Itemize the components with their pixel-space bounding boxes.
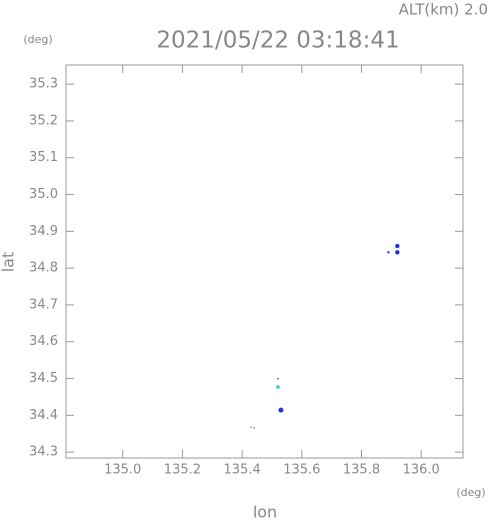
point (276, 385, 280, 389)
y-tick-label: 34.9 (29, 224, 58, 239)
plot-frame (65, 64, 464, 459)
point (277, 377, 279, 380)
y-tick-label: 34.6 (29, 334, 58, 349)
x-label: lon (253, 503, 277, 521)
point (395, 243, 400, 249)
y-tick-label: 35.3 (29, 77, 58, 92)
x-unit: (deg) (456, 486, 485, 499)
point (250, 426, 253, 429)
y-label: lat (0, 252, 18, 273)
y-tick-label: 34.7 (29, 297, 58, 312)
y-tick-label: 34.4 (29, 408, 58, 423)
x-tick-label: 135.6 (283, 463, 320, 478)
point (395, 250, 400, 255)
point (278, 407, 284, 413)
y-tick-label: 35.1 (29, 150, 58, 165)
y-tick-label: 34.8 (29, 261, 58, 276)
x-tick-label: 135.0 (104, 463, 141, 478)
point (253, 427, 255, 429)
chart-title: 2021/05/22 03:18:41 (156, 28, 399, 54)
y-tick-label: 35.2 (29, 113, 58, 128)
y-tick-label: 35.0 (29, 187, 58, 202)
y-tick-label: 34.5 (29, 371, 58, 386)
x-tick-label: 135.8 (343, 463, 380, 478)
y-tick-label: 34.3 (29, 445, 58, 460)
x-tick-label: 135.4 (224, 463, 261, 478)
x-tick-label: 135.2 (164, 463, 201, 478)
point (387, 251, 390, 254)
x-tick-label: 136.0 (403, 463, 440, 478)
altitude: ALT(km) 2.0 (399, 1, 488, 19)
y-unit: (deg) (23, 33, 52, 46)
